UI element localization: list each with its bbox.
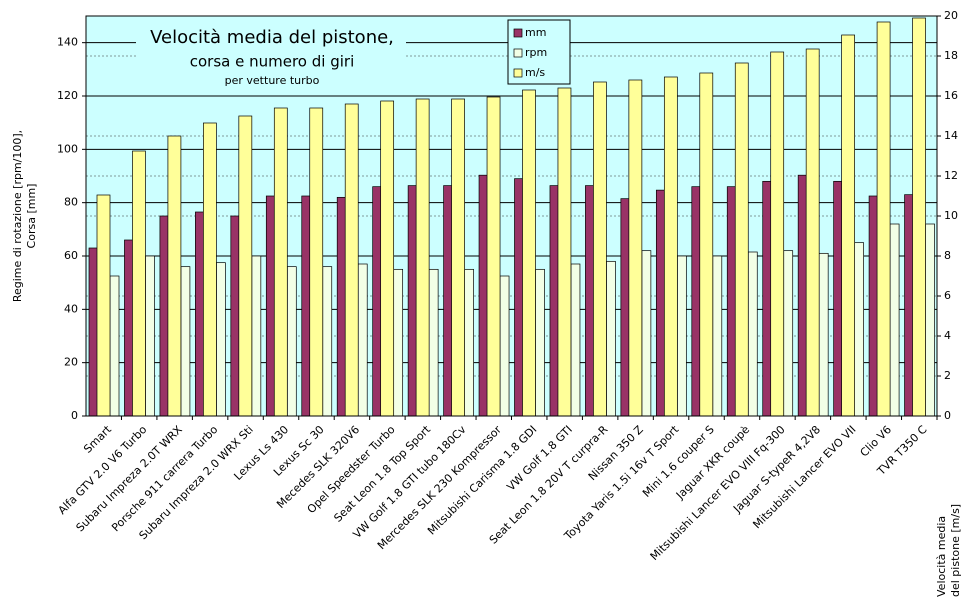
y-axis-label: Regime di rotazione [rpm/100], (11, 130, 24, 302)
bar (593, 81, 607, 417)
bar (641, 250, 652, 417)
y-tick-label: 20 (64, 356, 78, 369)
bar (747, 251, 758, 417)
bar (712, 255, 723, 417)
bar (357, 263, 368, 417)
bar (841, 34, 855, 417)
bar (606, 260, 616, 417)
y-tick-label: 100 (57, 142, 78, 155)
bar (216, 262, 226, 417)
bar (273, 107, 288, 417)
y2-axis-label: Velocità media (935, 516, 948, 597)
legend-swatch (513, 68, 523, 78)
bar (238, 115, 253, 417)
bar (734, 62, 749, 417)
bar (925, 223, 935, 417)
bar (451, 98, 465, 417)
legend-label: rpm (525, 46, 547, 59)
bar (628, 79, 643, 417)
y2-tick-label: 0 (944, 409, 951, 422)
bar (428, 268, 439, 417)
bar (464, 268, 474, 417)
y2-axis-label: del pistone [m/s] (949, 504, 962, 597)
legend-label: mm (525, 26, 546, 39)
chart-title: Velocità media del pistone, (150, 27, 394, 48)
y-tick-label: 80 (64, 196, 78, 209)
bar (699, 72, 714, 417)
bar (663, 76, 678, 417)
bar (286, 266, 297, 417)
bar (132, 150, 146, 417)
bar (818, 252, 829, 417)
x-tick-label: VW Golf 1.8 GTI (504, 423, 574, 493)
y2-tick-label: 16 (944, 89, 958, 102)
y2-tick-label: 12 (944, 169, 958, 182)
y-tick-label: 140 (57, 36, 78, 49)
y-tick-label: 120 (57, 89, 78, 102)
y2-tick-label: 18 (944, 49, 958, 62)
bar (522, 89, 536, 417)
bar (805, 48, 820, 417)
bar (486, 96, 501, 417)
bar (96, 194, 111, 417)
title-box (136, 22, 406, 92)
bar (380, 100, 395, 417)
y2-tick-label: 10 (944, 209, 958, 222)
chart-note: per vetture turbo (225, 74, 320, 87)
legend-swatch (513, 48, 523, 58)
bar (499, 275, 510, 417)
y-tick-label: 0 (71, 409, 78, 422)
legend-label: m/s (525, 66, 545, 79)
bar (393, 268, 404, 417)
bar (676, 255, 687, 417)
bar (783, 250, 794, 417)
y2-tick-label: 20 (944, 9, 958, 22)
bar (203, 122, 217, 417)
bar (309, 107, 324, 417)
bar (876, 21, 891, 417)
chart-subtitle: corsa e numero di giri (190, 53, 354, 71)
y2-tick-label: 14 (944, 129, 958, 142)
bar (535, 268, 545, 417)
y-axis-label: Corsa [mm] (25, 184, 38, 249)
bar (145, 255, 155, 417)
y2-tick-label: 2 (944, 369, 951, 382)
bar (322, 266, 333, 417)
bar (344, 103, 359, 417)
bar (415, 98, 430, 417)
y-tick-label: 40 (64, 302, 78, 315)
legend-swatch (513, 28, 523, 38)
bar (251, 255, 262, 417)
bar (912, 17, 926, 417)
x-tick-label: Smart (81, 423, 114, 456)
bar (770, 51, 785, 417)
y2-tick-label: 8 (944, 249, 951, 262)
bar (109, 275, 120, 417)
y2-tick-label: 6 (944, 289, 951, 302)
bar (557, 87, 572, 417)
y-tick-label: 60 (64, 249, 78, 262)
bar (167, 135, 182, 417)
bar (570, 263, 581, 417)
y2-tick-label: 4 (944, 329, 951, 342)
bar (889, 223, 900, 417)
bar (180, 266, 191, 417)
bar (854, 242, 864, 417)
